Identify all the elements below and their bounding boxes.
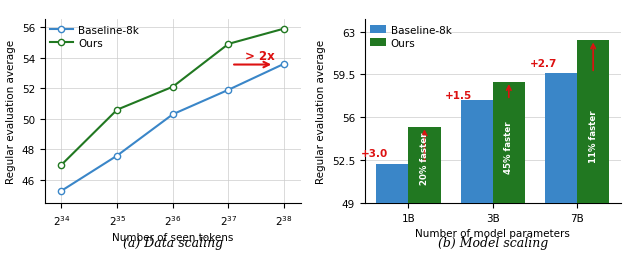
Text: > 2x: > 2x <box>245 50 275 62</box>
Line: Ours: Ours <box>58 26 287 168</box>
Y-axis label: Regular evaluation average: Regular evaluation average <box>6 40 16 184</box>
Y-axis label: Regular evaluation average: Regular evaluation average <box>316 40 326 184</box>
X-axis label: Number of model parameters: Number of model parameters <box>415 228 570 238</box>
Bar <box>461 101 493 254</box>
Ours <box>225 43 232 46</box>
Ours <box>280 28 288 31</box>
Text: (a) Data scaling: (a) Data scaling <box>123 236 223 249</box>
Legend: Baseline-8k, Ours: Baseline-8k, Ours <box>370 25 452 49</box>
Bar <box>493 83 525 254</box>
Text: 45% faster: 45% faster <box>504 121 513 173</box>
Legend: Baseline-8k, Ours: Baseline-8k, Ours <box>50 25 139 49</box>
Bar <box>545 74 577 254</box>
Ours <box>113 109 121 112</box>
Baseline-8k <box>169 113 177 116</box>
Text: 11% faster: 11% faster <box>589 110 598 163</box>
Ours <box>169 86 177 89</box>
Baseline-8k <box>113 154 121 157</box>
Baseline-8k <box>280 63 288 66</box>
Text: +1.5: +1.5 <box>445 90 472 100</box>
Text: +2.7: +2.7 <box>529 59 557 69</box>
Text: 20% faster: 20% faster <box>420 132 429 184</box>
Ours <box>58 164 65 167</box>
Text: +3.0: +3.0 <box>361 148 388 158</box>
Bar <box>376 164 408 254</box>
Bar <box>408 128 440 254</box>
Line: Baseline-8k: Baseline-8k <box>58 61 287 194</box>
Text: (b) Model scaling: (b) Model scaling <box>438 236 548 249</box>
Bar <box>577 41 609 254</box>
Baseline-8k <box>225 89 232 92</box>
Baseline-8k <box>58 189 65 193</box>
X-axis label: Number of seen tokens: Number of seen tokens <box>112 232 234 242</box>
